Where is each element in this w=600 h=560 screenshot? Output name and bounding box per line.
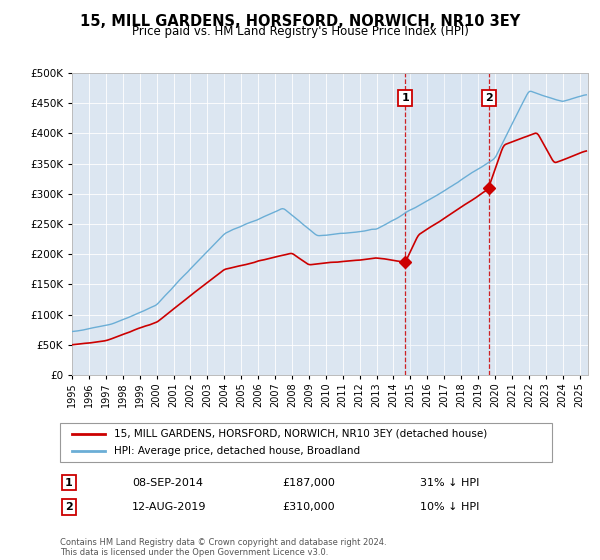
Text: 31% ↓ HPI: 31% ↓ HPI [420,478,479,488]
Text: 15, MILL GARDENS, HORSFORD, NORWICH, NR10 3EY (detached house): 15, MILL GARDENS, HORSFORD, NORWICH, NR1… [114,429,487,439]
Text: 10% ↓ HPI: 10% ↓ HPI [420,502,479,512]
Text: £310,000: £310,000 [282,502,335,512]
Text: 1: 1 [401,93,409,103]
Text: 2: 2 [485,93,493,103]
Text: HPI: Average price, detached house, Broadland: HPI: Average price, detached house, Broa… [114,446,360,456]
Text: 2: 2 [65,502,73,512]
Text: 15, MILL GARDENS, HORSFORD, NORWICH, NR10 3EY: 15, MILL GARDENS, HORSFORD, NORWICH, NR1… [80,14,520,29]
Text: 1: 1 [65,478,73,488]
Text: 08-SEP-2014: 08-SEP-2014 [132,478,203,488]
Text: £187,000: £187,000 [282,478,335,488]
Text: 12-AUG-2019: 12-AUG-2019 [132,502,206,512]
Bar [405,73,488,375]
Text: Contains HM Land Registry data © Crown copyright and database right 2024.
This d: Contains HM Land Registry data © Crown c… [60,538,386,557]
Text: Price paid vs. HM Land Registry's House Price Index (HPI): Price paid vs. HM Land Registry's House … [131,25,469,38]
